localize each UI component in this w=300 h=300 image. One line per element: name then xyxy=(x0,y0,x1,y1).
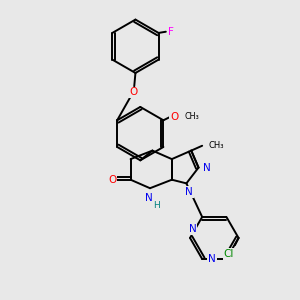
Text: N: N xyxy=(185,187,193,197)
Text: CH₃: CH₃ xyxy=(208,141,224,150)
Text: Cl: Cl xyxy=(224,249,234,259)
Text: O: O xyxy=(108,175,116,185)
Text: N: N xyxy=(189,224,196,235)
Text: N: N xyxy=(208,254,216,264)
Text: N: N xyxy=(145,193,153,203)
Text: O: O xyxy=(129,87,137,98)
Text: H: H xyxy=(153,201,159,210)
Text: F: F xyxy=(168,27,174,37)
Text: CH₃: CH₃ xyxy=(184,112,199,121)
Text: O: O xyxy=(170,112,178,122)
Text: N: N xyxy=(203,163,211,172)
